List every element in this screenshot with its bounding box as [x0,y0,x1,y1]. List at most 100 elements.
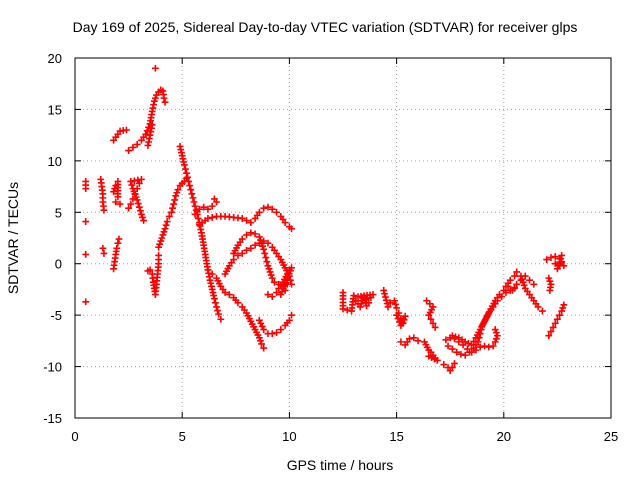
series-arc-c2 [352,291,377,311]
data-point-plus [356,303,364,311]
x-tick-label: 0 [71,429,78,444]
data-point-plus [260,344,268,352]
data-point-plus [146,266,154,274]
data-point-plus [82,218,90,225]
data-point-plus [526,276,533,284]
data-point-plus [268,205,276,213]
y-tick-label: 20 [48,51,62,66]
data-point-plus [551,253,559,260]
data-point-plus [273,208,280,216]
data-point-plus [549,324,557,331]
series-arc-a5 [110,235,123,273]
data-point-plus [200,203,208,211]
data-point-plus [365,299,373,307]
data-point-plus [393,311,400,319]
data-point-plus [238,235,246,243]
data-point-plus [468,341,476,349]
data-point-plus [234,252,242,259]
data-point-plus [255,316,263,324]
data-point-plus [212,299,219,307]
data-point-plus [262,254,270,261]
data-point-plus [188,190,196,198]
data-point-plus [180,161,188,169]
data-point-plus [489,342,497,350]
data-point-plus [128,181,136,189]
data-point-plus [451,360,458,367]
data-point-plus [135,203,143,211]
y-tick-label: 0 [55,257,62,272]
data-point-plus [382,296,390,304]
series-arc-c3 [380,287,409,329]
data-point-plus [251,230,259,238]
data-point-plus [556,311,563,319]
data-point-plus [546,287,554,294]
data-point-plus [243,231,250,239]
data-point-plus [257,337,264,345]
y-tick-labels: -15 -10 -5 0 5 10 15 20 [43,51,62,426]
series-arc-b4 [204,266,268,352]
data-point-plus [350,292,358,299]
data-point-plus [148,121,156,129]
data-point-plus [204,215,212,222]
data-point-plus [155,243,163,251]
data-point-plus [391,297,398,305]
series-arc-b5 [221,237,295,288]
data-point-plus [288,225,295,233]
data-point-plus [100,250,108,257]
data-point-plus [195,205,203,213]
data-point-plus [273,289,280,296]
data-point-plus [425,352,433,360]
data-point-plus [546,277,554,285]
data-point-plus [238,250,246,257]
series-arc-b7 [255,311,295,338]
data-point-plus [257,319,265,327]
data-point-plus [238,215,246,222]
data-point-plus [357,300,365,308]
data-point-plus [140,217,148,224]
x-axis-label: GPS time / hours [287,457,394,473]
data-point-plus [221,289,229,296]
data-point-plus [170,200,178,208]
data-point-plus [270,278,278,286]
data-point-plus [243,246,250,254]
data-point-plus [427,315,435,323]
data-point-plus [268,293,276,301]
series-arc-a3 [110,126,130,144]
data-point-plus [426,300,434,308]
series-arc-c6 [421,338,441,364]
data-point-plus [339,305,347,313]
data-point-plus [160,228,168,236]
series-arc-a7 [144,64,159,149]
data-point-plus [559,304,567,312]
data-point-plus [491,326,499,333]
series-arc-c5 [423,297,439,331]
data-point-plus [354,293,362,301]
data-point-plus [397,322,405,329]
data-point-plus [116,200,124,208]
data-point-plus [157,237,165,245]
data-point-plus [396,318,403,326]
data-point-plus [127,178,135,185]
series-arc-d6 [543,252,568,273]
data-point-plus [520,281,528,289]
data-point-plus [493,297,501,305]
data-point-plus [547,254,555,261]
data-point-plus [113,244,121,252]
data-point-plus [247,244,255,252]
data-point-plus [551,319,559,327]
data-point-plus [204,205,212,213]
data-point-plus [110,188,117,196]
data-point-plus [168,208,175,216]
data-point-plus [397,338,405,346]
data-point-plus [264,291,272,298]
data-point-plus [189,194,197,202]
data-point-plus [114,239,122,247]
data-point-plus [125,204,132,212]
x-tick-label: 10 [282,429,296,444]
data-point-plus [277,291,285,298]
data-point-plus [82,298,90,306]
data-point-plus [498,293,506,301]
data-point-plus [384,303,392,311]
data-point-plus [343,306,351,314]
data-point-plus [257,236,264,244]
